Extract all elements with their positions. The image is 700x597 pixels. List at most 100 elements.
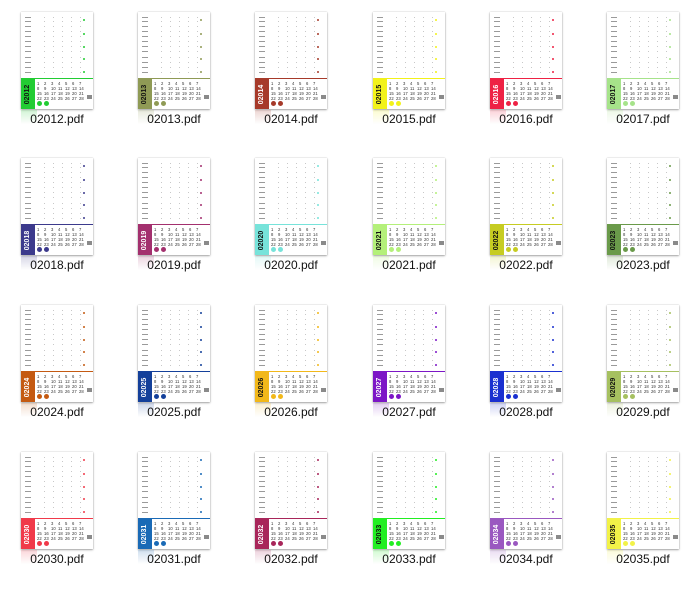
file-name[interactable]: 02026.pdf xyxy=(264,405,318,419)
pdf-thumbnail[interactable]: 02021 1 2 3 4 5 6 7 8 9 10 11 12 13 14 15 16 17 18 19 20 21 22… xyxy=(373,158,445,255)
schedule-marker xyxy=(200,351,202,353)
schedule-dot xyxy=(287,457,288,458)
file-item[interactable]: 02015 1 2 3 4 5 6 7 8 9 10 11 12 13 14 15 16 17 18 19 20 21 22… xyxy=(352,0,452,140)
file-name[interactable]: 02033.pdf xyxy=(382,552,436,566)
schedule-dot xyxy=(549,466,550,467)
schedule-dot xyxy=(170,461,171,462)
schedule-row-label xyxy=(494,57,500,58)
pdf-thumbnail[interactable]: 02016 1 2 3 4 5 6 7 8 9 10 11 12 13 14 15 16 17 18 19 20 21 22… xyxy=(490,12,562,109)
pdf-thumbnail[interactable]: 02030 1 2 3 4 5 6 7 8 9 10 11 12 13 14 15 16 17 18 19 20 21 22… xyxy=(21,452,93,549)
pdf-thumbnail[interactable]: 02026 1 2 3 4 5 6 7 8 9 10 11 12 13 14 15 16 17 18 19 20 21 22… xyxy=(255,305,327,402)
thumbnail-reflection xyxy=(607,110,679,124)
file-name[interactable]: 02019.pdf xyxy=(147,258,201,272)
file-name[interactable]: 02034.pdf xyxy=(499,552,553,566)
file-name[interactable]: 02025.pdf xyxy=(147,405,201,419)
pdf-thumbnail[interactable]: 02029 1 2 3 4 5 6 7 8 9 10 11 12 13 14 15 16 17 18 19 20 21 22… xyxy=(607,305,679,402)
file-item[interactable]: 02019 1 2 3 4 5 6 7 8 9 10 11 12 13 14 15 16 17 18 19 20 21 22… xyxy=(117,146,217,286)
file-name[interactable]: 02013.pdf xyxy=(147,112,201,126)
file-item[interactable]: 02021 1 2 3 4 5 6 7 8 9 10 11 12 13 14 15 16 17 18 19 20 21 22… xyxy=(352,146,452,286)
schedule-dot xyxy=(432,461,433,462)
calendar-day: 20 xyxy=(658,531,663,536)
pdf-thumbnail[interactable]: 02022 1 2 3 4 5 6 7 8 9 10 11 12 13 14 15 16 17 18 19 20 21 22… xyxy=(490,158,562,255)
pdf-thumbnail[interactable]: 02033 1 2 3 4 5 6 7 8 9 10 11 12 13 14 15 16 17 18 19 20 21 22… xyxy=(373,452,445,549)
file-item[interactable]: 02032 1 2 3 4 5 6 7 8 9 10 11 12 13 14 15 16 17 18 19 20 21 22… xyxy=(234,440,334,580)
calendar-day: 25 xyxy=(527,536,532,541)
pdf-thumbnail[interactable]: 02014 1 2 3 4 5 6 7 8 9 10 11 12 13 14 15 16 17 18 19 20 21 22… xyxy=(255,12,327,109)
file-item[interactable]: 02033 1 2 3 4 5 6 7 8 9 10 11 12 13 14 15 16 17 18 19 20 21 22… xyxy=(352,440,452,580)
file-name[interactable]: 02032.pdf xyxy=(264,552,318,566)
file-name[interactable]: 02023.pdf xyxy=(616,258,670,272)
calendar-row: 22 23 24 25 26 27 28 xyxy=(623,96,678,101)
file-item[interactable]: 02017 1 2 3 4 5 6 7 8 9 10 11 12 13 14 15 16 17 18 19 20 21 22… xyxy=(586,0,686,140)
pdf-thumbnail[interactable]: 02019 1 2 3 4 5 6 7 8 9 10 11 12 13 14 15 16 17 18 19 20 21 22… xyxy=(138,158,210,255)
pdf-thumbnail[interactable]: 02023 1 2 3 4 5 6 7 8 9 10 11 12 13 14 15 16 17 18 19 20 21 22… xyxy=(607,158,679,255)
file-item[interactable]: 02035 1 2 3 4 5 6 7 8 9 10 11 12 13 14 15 16 17 18 19 20 21 22… xyxy=(586,440,686,580)
file-item[interactable]: 02031 1 2 3 4 5 6 7 8 9 10 11 12 13 14 15 16 17 18 19 20 21 22… xyxy=(117,440,217,580)
file-item[interactable]: 02026 1 2 3 4 5 6 7 8 9 10 11 12 13 14 15 16 17 18 19 20 21 22… xyxy=(234,293,334,433)
file-name[interactable]: 02021.pdf xyxy=(382,258,436,272)
file-name[interactable]: 02027.pdf xyxy=(382,405,436,419)
schedule-dot xyxy=(179,203,180,204)
pdf-thumbnail[interactable]: 02013 1 2 3 4 5 6 7 8 9 10 11 12 13 14 15 16 17 18 19 20 21 22… xyxy=(138,12,210,109)
file-name[interactable]: 02029.pdf xyxy=(616,405,670,419)
file-item[interactable]: 02027 1 2 3 4 5 6 7 8 9 10 11 12 13 14 15 16 17 18 19 20 21 22… xyxy=(352,293,452,433)
pdf-thumbnail[interactable]: 02032 1 2 3 4 5 6 7 8 9 10 11 12 13 14 15 16 17 18 19 20 21 22… xyxy=(255,452,327,549)
pdf-thumbnail[interactable]: 02034 1 2 3 4 5 6 7 8 9 10 11 12 13 14 15 16 17 18 19 20 21 22… xyxy=(490,452,562,549)
file-name[interactable]: 02012.pdf xyxy=(30,112,84,126)
calendar-day: 4 xyxy=(527,521,530,526)
pdf-thumbnail[interactable]: 02028 1 2 3 4 5 6 7 8 9 10 11 12 13 14 15 16 17 18 19 20 21 22… xyxy=(490,305,562,402)
calendar-day: 2 xyxy=(513,374,516,379)
file-name[interactable]: 02017.pdf xyxy=(616,112,670,126)
file-item[interactable]: 02023 1 2 3 4 5 6 7 8 9 10 11 12 13 14 15 16 17 18 19 20 21 22… xyxy=(586,146,686,286)
calendar-day: 1 xyxy=(506,521,509,526)
file-item[interactable]: 02014 1 2 3 4 5 6 7 8 9 10 11 12 13 14 15 16 17 18 19 20 21 22… xyxy=(234,0,334,140)
pdf-thumbnail[interactable]: 02024 1 2 3 4 5 6 7 8 9 10 11 12 13 14 15 16 17 18 19 20 21 22… xyxy=(21,305,93,402)
file-name[interactable]: 02020.pdf xyxy=(264,258,318,272)
file-item[interactable]: 02024 1 2 3 4 5 6 7 8 9 10 11 12 13 14 15 16 17 18 19 20 21 22… xyxy=(0,293,100,433)
file-item[interactable]: 02028 1 2 3 4 5 6 7 8 9 10 11 12 13 14 15 16 17 18 19 20 21 22… xyxy=(469,293,569,433)
schedule-dot xyxy=(197,51,198,52)
file-item[interactable]: 02034 1 2 3 4 5 6 7 8 9 10 11 12 13 14 15 16 17 18 19 20 21 22… xyxy=(469,440,569,580)
file-name[interactable]: 02014.pdf xyxy=(264,112,318,126)
file-name[interactable]: 02030.pdf xyxy=(30,552,84,566)
schedule-dot xyxy=(80,57,81,58)
schedule-dot xyxy=(314,486,315,487)
pdf-thumbnail[interactable]: 02025 1 2 3 4 5 6 7 8 9 10 11 12 13 14 15 16 17 18 19 20 21 22… xyxy=(138,305,210,402)
pdf-thumbnail[interactable]: 02020 1 2 3 4 5 6 7 8 9 10 11 12 13 14 15 16 17 18 19 20 21 22… xyxy=(255,158,327,255)
schedule-dot xyxy=(531,310,532,311)
thumbnail-reflection xyxy=(490,256,562,270)
file-name[interactable]: 02028.pdf xyxy=(499,405,553,419)
file-name[interactable]: 02015.pdf xyxy=(382,112,436,126)
file-name[interactable]: 02018.pdf xyxy=(30,258,84,272)
file-item[interactable]: 02013 1 2 3 4 5 6 7 8 9 10 11 12 13 14 15 16 17 18 19 20 21 22… xyxy=(117,0,217,140)
file-item[interactable]: 02020 1 2 3 4 5 6 7 8 9 10 11 12 13 14 15 16 17 18 19 20 21 22… xyxy=(234,146,334,286)
file-name[interactable]: 02022.pdf xyxy=(499,258,553,272)
schedule-row-label xyxy=(377,476,383,477)
file-item[interactable]: 02025 1 2 3 4 5 6 7 8 9 10 11 12 13 14 15 16 17 18 19 20 21 22… xyxy=(117,293,217,433)
file-item[interactable]: 02022 1 2 3 4 5 6 7 8 9 10 11 12 13 14 15 16 17 18 19 20 21 22… xyxy=(469,146,569,286)
file-item[interactable]: 02018 1 2 3 4 5 6 7 8 9 10 11 12 13 14 15 16 17 18 19 20 21 22… xyxy=(0,146,100,286)
file-name[interactable]: 02024.pdf xyxy=(30,405,84,419)
file-item[interactable]: 02030 1 2 3 4 5 6 7 8 9 10 11 12 13 14 15 16 17 18 19 20 21 22… xyxy=(0,440,100,580)
calendar-day: 22 xyxy=(623,242,628,247)
file-name[interactable]: 02035.pdf xyxy=(616,552,670,566)
reflection-fade xyxy=(373,403,445,417)
file-name[interactable]: 02031.pdf xyxy=(147,552,201,566)
pdf-thumbnail[interactable]: 02035 1 2 3 4 5 6 7 8 9 10 11 12 13 14 15 16 17 18 19 20 21 22… xyxy=(607,452,679,549)
legend-circle-icon xyxy=(513,101,518,106)
file-item[interactable]: 02029 1 2 3 4 5 6 7 8 9 10 11 12 13 14 15 16 17 18 19 20 21 22… xyxy=(586,293,686,433)
calendar-day: 5 xyxy=(299,227,302,232)
schedule-dot xyxy=(287,476,288,477)
pdf-thumbnail[interactable]: 02012 1 2 3 4 5 6 7 8 9 10 11 12 13 14 15 16 17 18 19 20 21 22… xyxy=(21,12,93,109)
calendar-day: 9 xyxy=(278,232,281,237)
pdf-thumbnail[interactable]: 02017 1 2 3 4 5 6 7 8 9 10 11 12 13 14 15 16 17 18 19 20 21 22… xyxy=(607,12,679,109)
pdf-thumbnail[interactable]: 02015 1 2 3 4 5 6 7 8 9 10 11 12 13 14 15 16 17 18 19 20 21 22… xyxy=(373,12,445,109)
pdf-thumbnail[interactable]: 02018 1 2 3 4 5 6 7 8 9 10 11 12 13 14 15 16 17 18 19 20 21 22… xyxy=(21,158,93,255)
calendar-day: 21 xyxy=(548,237,553,242)
pdf-thumbnail[interactable]: 02027 1 2 3 4 5 6 7 8 9 10 11 12 13 14 15 16 17 18 19 20 21 22… xyxy=(373,305,445,402)
file-item[interactable]: 02016 1 2 3 4 5 6 7 8 9 10 11 12 13 14 15 16 17 18 19 20 21 22… xyxy=(469,0,569,140)
file-item[interactable]: 02012 1 2 3 4 5 6 7 8 9 10 11 12 13 14 15 16 17 18 19 20 21 22… xyxy=(0,0,100,140)
file-name[interactable]: 02016.pdf xyxy=(499,112,553,126)
pdf-thumbnail[interactable]: 02031 1 2 3 4 5 6 7 8 9 10 11 12 13 14 15 16 17 18 19 20 21 22… xyxy=(138,452,210,549)
